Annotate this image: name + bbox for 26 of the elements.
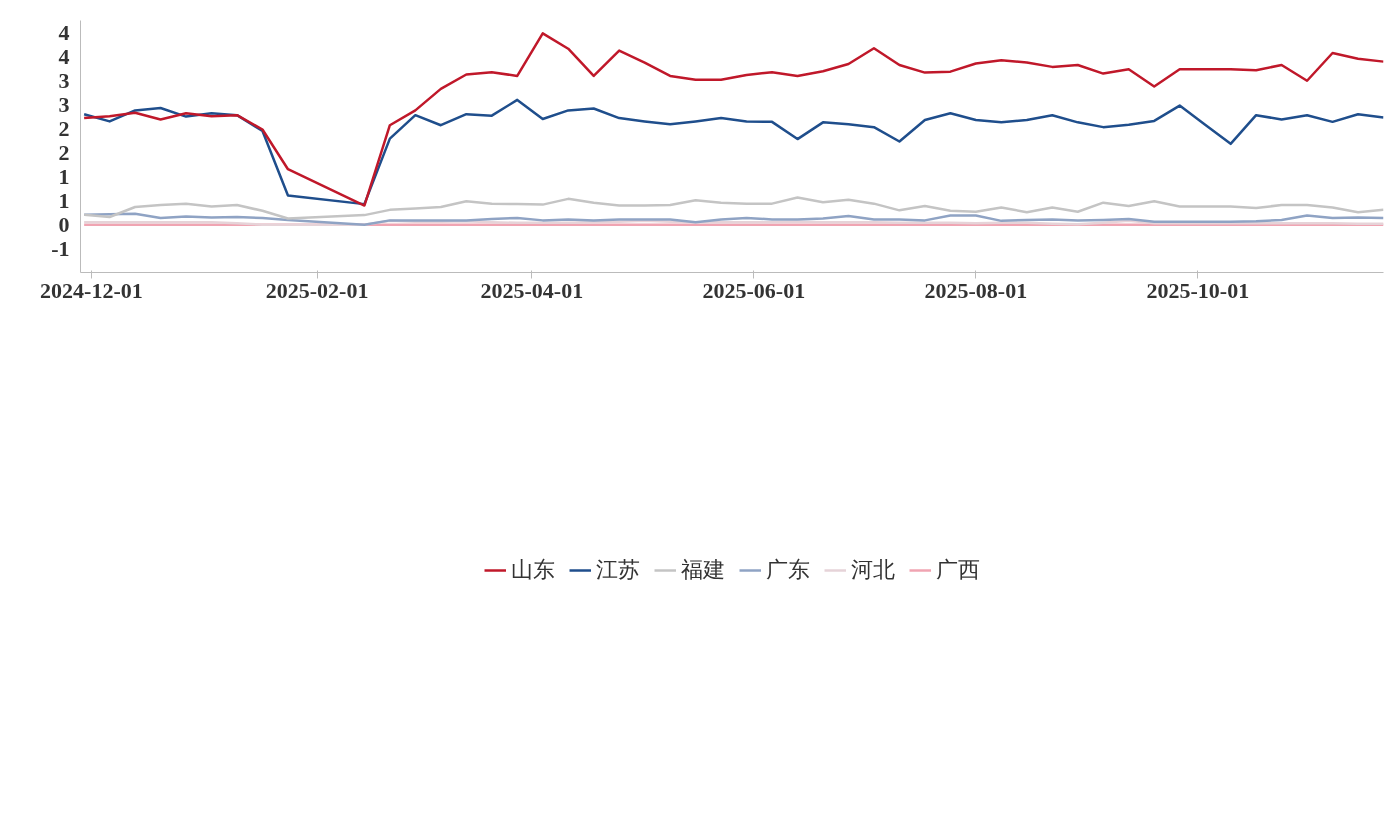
y-tick-label: 3 [58,92,70,118]
y-tick-label: 2 [58,139,70,165]
line-series [82,212,1384,226]
y-tick-label: 4 [58,44,70,70]
y-tick-label: -1 [51,235,70,261]
legend-label: 河北 [850,556,895,584]
line-series [82,196,1384,220]
x-tick-label: 2025-02-01 [265,277,369,303]
x-tick-label: 2025-10-01 [1146,277,1250,303]
x-tick-label: 2024-12-01 [40,277,143,303]
legend-label: 山东 [510,556,555,584]
y-tick-label: 4 [58,20,70,46]
legend-label: 广东 [765,556,810,584]
y-tick-label: 1 [58,187,70,213]
legend-label: 福建 [680,556,725,584]
y-tick-label: 1 [58,163,70,189]
x-tick-label: 2025-04-01 [480,277,584,303]
legend-label: 江苏 [595,556,640,584]
y-tick-label: 0 [58,211,70,237]
legend-label: 广西 [935,556,980,584]
line-series [82,32,1384,207]
y-tick-label: 3 [58,68,70,94]
y-tick-label: 2 [58,116,70,142]
x-tick-label: 2025-08-01 [924,277,1028,303]
line-series [82,98,1384,206]
x-tick-label: 2025-06-01 [702,277,806,303]
